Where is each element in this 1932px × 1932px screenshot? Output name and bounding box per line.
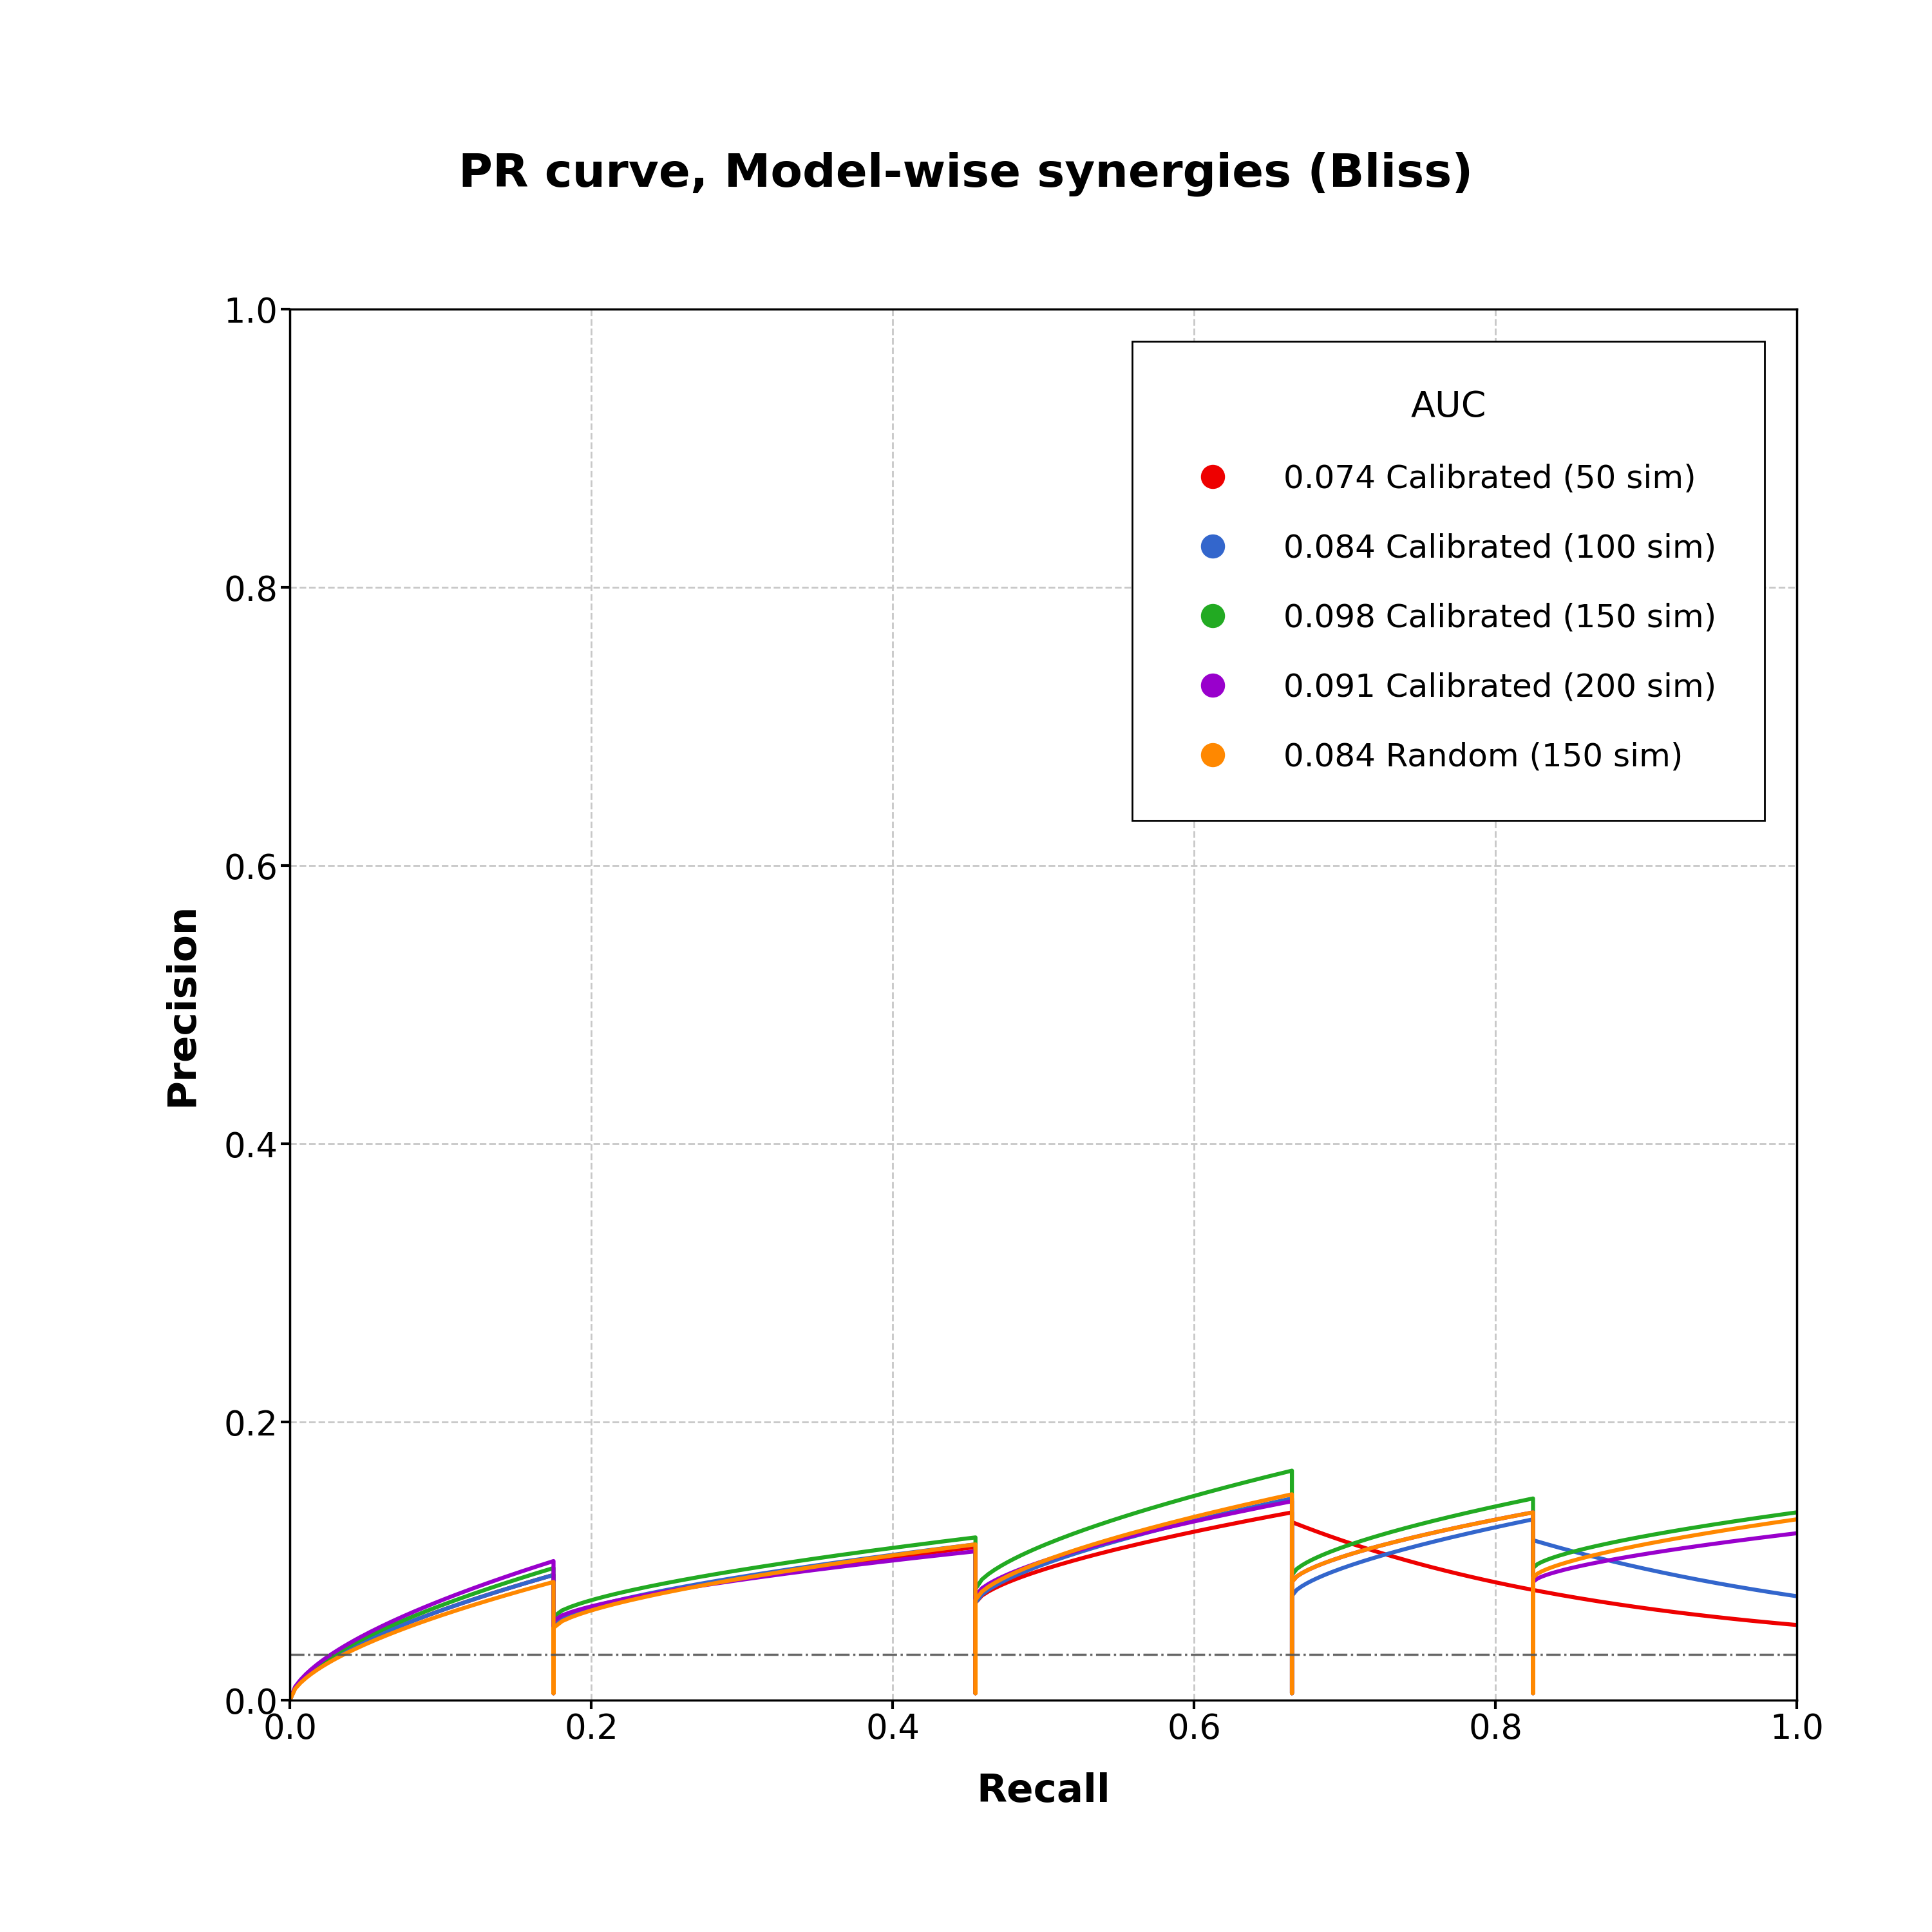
Text: PR curve, Model-wise synergies (Bliss): PR curve, Model-wise synergies (Bliss) <box>458 151 1474 197</box>
Legend: 0.074 Calibrated (50 sim), 0.084 Calibrated (100 sim), 0.098 Calibrated (150 sim: 0.074 Calibrated (50 sim), 0.084 Calibra… <box>1132 342 1764 821</box>
X-axis label: Recall: Recall <box>976 1772 1111 1810</box>
Y-axis label: Precision: Precision <box>164 902 201 1107</box>
